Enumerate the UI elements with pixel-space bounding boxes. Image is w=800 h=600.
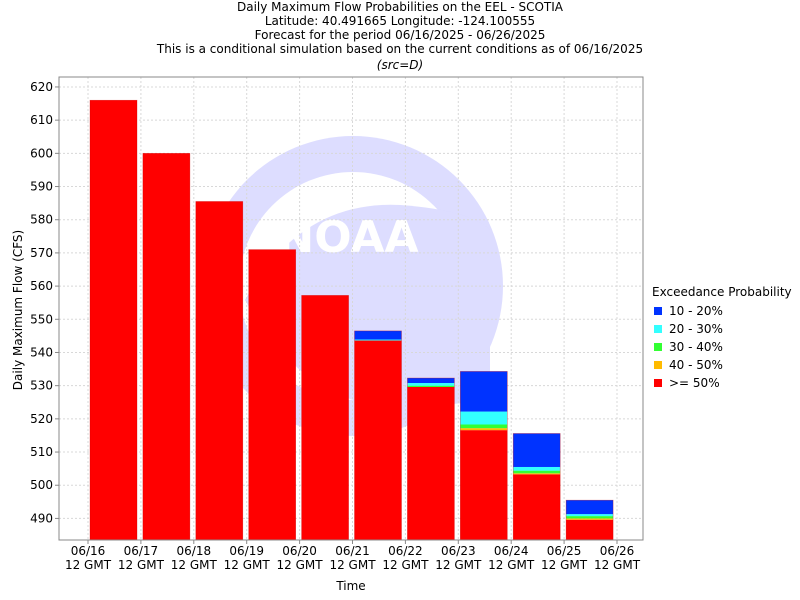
x-axis-label: Time xyxy=(335,579,365,593)
legend-item-20-30: 20 - 30% xyxy=(652,320,792,338)
bar-segment-50-plus xyxy=(513,474,561,540)
y-tick-label: 560 xyxy=(30,279,53,293)
bar-segment-50-plus xyxy=(301,295,349,540)
legend-swatch xyxy=(654,379,662,387)
legend-swatch xyxy=(654,307,662,315)
bar-segment-10-20 xyxy=(354,330,402,340)
bar-segment-50-plus xyxy=(566,519,614,540)
x-tick-label-time: 12 GMT xyxy=(382,558,429,572)
x-tick-label-time: 12 GMT xyxy=(65,558,112,572)
bar-segment-50-plus xyxy=(142,153,190,540)
x-tick-label-date: 06/21 xyxy=(335,544,370,558)
bar-segment-20-30 xyxy=(460,411,508,425)
legend-label: >= 50% xyxy=(669,376,720,390)
bar-segment-30-40 xyxy=(566,516,614,519)
x-tick-label-date: 06/17 xyxy=(124,544,159,558)
x-tick-label-date: 06/22 xyxy=(388,544,423,558)
bar-segment-50-plus xyxy=(248,249,296,540)
y-tick-label: 620 xyxy=(30,80,53,94)
bar-segment-40-50 xyxy=(513,473,561,475)
x-tick-label-time: 12 GMT xyxy=(329,558,376,572)
bar-segment-40-50 xyxy=(460,428,508,431)
y-axis-label: Daily Maximum Flow (CFS) xyxy=(11,230,25,390)
chart-title-line-1: Daily Maximum Flow Probabilities on the … xyxy=(236,0,564,14)
legend-item-50-plus: >= 50% xyxy=(652,374,792,392)
y-tick-label: 540 xyxy=(30,345,53,359)
legend-item-40-50: 40 - 50% xyxy=(652,356,792,374)
legend-label: 20 - 30% xyxy=(669,322,723,336)
y-tick-label: 600 xyxy=(30,146,53,160)
bars-layer xyxy=(89,99,614,541)
x-tick-label-time: 12 GMT xyxy=(435,558,482,572)
chart-subtitle: (src=D) xyxy=(376,58,424,72)
x-tick-label-date: 06/18 xyxy=(177,544,212,558)
x-tick-label-time: 12 GMT xyxy=(118,558,165,572)
bar-segment-10-20 xyxy=(513,433,561,467)
plot-border xyxy=(58,76,644,541)
x-tick-label-date: 06/26 xyxy=(600,544,635,558)
bar-segment-20-30 xyxy=(354,339,402,341)
y-tick-label: 580 xyxy=(30,213,53,227)
y-tick-label: 510 xyxy=(30,445,53,459)
y-tick-label: 610 xyxy=(30,113,53,127)
bar-segment-50-plus xyxy=(354,340,402,540)
legend-title: Exceedance Probability xyxy=(652,285,792,299)
svg-text:NOAA: NOAA xyxy=(277,212,418,263)
bar-segment-10-20 xyxy=(407,378,455,384)
x-tick-label-date: 06/16 xyxy=(71,544,106,558)
bar-segment-20-30 xyxy=(407,383,455,386)
y-tick-label: 570 xyxy=(30,246,53,260)
x-tick-label-time: 12 GMT xyxy=(171,558,218,572)
bar-segment-30-40 xyxy=(460,424,508,429)
legend-item-10-20: 10 - 20% xyxy=(652,302,792,320)
bar-segment-50-plus xyxy=(407,386,455,540)
x-tick-label-date: 06/25 xyxy=(547,544,582,558)
y-tick-label: 530 xyxy=(30,379,53,393)
chart-title-line-3: Forecast for the period 06/16/2025 - 06/… xyxy=(254,28,546,42)
y-tick-label: 490 xyxy=(30,511,53,525)
x-tick-label-date: 06/20 xyxy=(282,544,317,558)
legend-swatch xyxy=(654,343,662,351)
y-tick-label: 520 xyxy=(30,412,53,426)
bar-segment-30-40 xyxy=(407,385,455,387)
bar-segment-20-30 xyxy=(566,514,614,517)
x-tick-label-time: 12 GMT xyxy=(541,558,588,572)
chart-title-line-2: Latitude: 40.491665 Longitude: -124.1005… xyxy=(264,14,536,28)
bar-segment-10-20 xyxy=(566,500,614,515)
bar-segment-40-50 xyxy=(566,518,614,520)
bar-segment-20-30 xyxy=(513,466,561,471)
legend-label: 10 - 20% xyxy=(669,304,723,318)
y-axis: 490 500 510 520 530 540 550 560 570 580 590 600 610 6… xyxy=(30,80,59,525)
y-tick-label: 590 xyxy=(30,180,53,194)
x-tick-label-date: 06/19 xyxy=(229,544,264,558)
x-tick-label-time: 12 GMT xyxy=(488,558,535,572)
x-tick-label-date: 06/23 xyxy=(441,544,476,558)
bar-segment-50-plus xyxy=(460,430,508,540)
bar-segment-10-20 xyxy=(460,371,508,412)
legend-label: 30 - 40% xyxy=(669,340,723,354)
legend-label: 40 - 50% xyxy=(669,358,723,372)
bar-segment-50-plus xyxy=(90,100,137,540)
chart-title-line-4: This is a conditional simulation based o… xyxy=(156,42,644,56)
x-tick-label-time: 12 GMT xyxy=(594,558,641,572)
legend-item-30-40: 30 - 40% xyxy=(652,338,792,356)
bar-segment-50-plus xyxy=(195,201,243,540)
x-tick-label-time: 12 GMT xyxy=(224,558,271,572)
legend-swatch xyxy=(654,325,662,333)
legend: Exceedance Probability 10 - 20% 20 - 30%… xyxy=(652,284,792,392)
legend-swatch xyxy=(654,361,662,369)
x-tick-label-time: 12 GMT xyxy=(277,558,324,572)
x-tick-label-date: 06/24 xyxy=(494,544,529,558)
y-tick-label: 550 xyxy=(30,312,53,326)
y-tick-label: 500 xyxy=(30,478,53,492)
bar-segment-30-40 xyxy=(513,470,561,474)
